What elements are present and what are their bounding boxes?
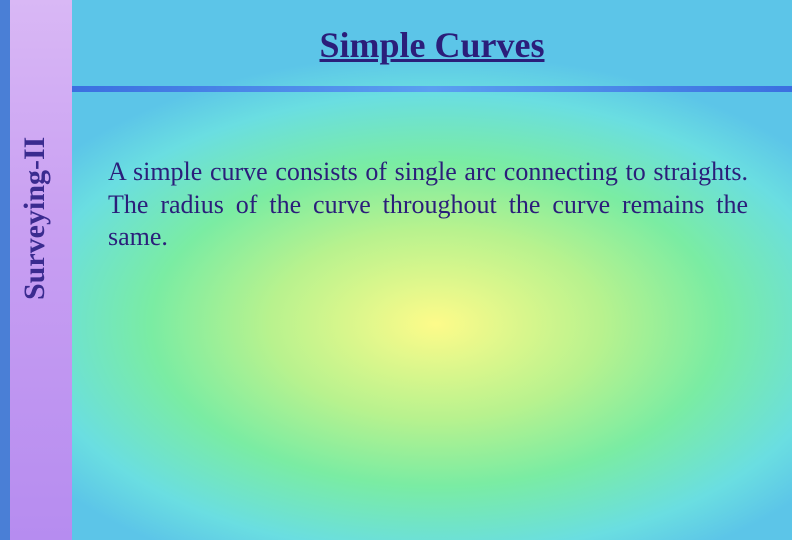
title-underline-rule: [72, 86, 792, 92]
slide: Surveying-II Simple Curves A simple curv…: [0, 0, 792, 540]
sidebar-label: Surveying-II: [18, 137, 52, 300]
title-area: Simple Curves: [72, 0, 792, 90]
slide-title: Simple Curves: [320, 25, 545, 65]
slide-body-text: A simple curve consists of single arc co…: [108, 156, 748, 254]
sidebar-accent-bar: [0, 0, 10, 540]
